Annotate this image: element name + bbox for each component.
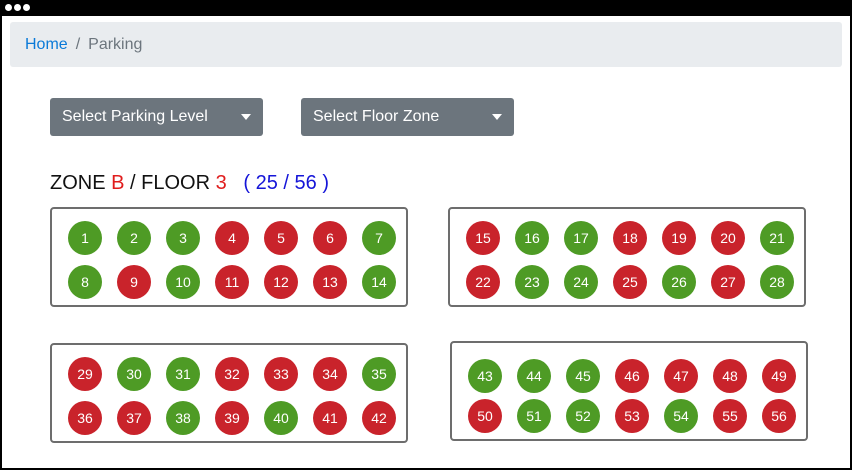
parking-spot-36[interactable]: 36 — [68, 401, 102, 435]
parking-spot-31[interactable]: 31 — [166, 357, 200, 391]
parking-spot-49[interactable]: 49 — [762, 359, 796, 393]
chevron-down-icon — [241, 114, 251, 120]
zone-value: B — [111, 172, 125, 194]
window-control-dot-icon[interactable] — [5, 4, 12, 11]
parking-spot-32[interactable]: 32 — [215, 357, 249, 391]
parking-spot-27[interactable]: 27 — [711, 265, 745, 299]
zone-floor-heading: ZONE B / FLOOR 3 ( 25 / 56 ) — [50, 172, 329, 195]
parking-spot-48[interactable]: 48 — [713, 359, 747, 393]
parking-spot-6[interactable]: 6 — [313, 221, 347, 255]
parking-lot-box: 29 30 31 32 33 34 35 36 37 38 39 40 41 42 — [50, 343, 408, 443]
window-control-dot-icon[interactable] — [14, 4, 21, 11]
parking-spot-9[interactable]: 9 — [117, 265, 151, 299]
parking-spot-17[interactable]: 17 — [564, 221, 598, 255]
floor-zone-dropdown[interactable]: Select Floor Zone — [301, 98, 514, 136]
parking-spot-5[interactable]: 5 — [264, 221, 298, 255]
parking-spot-3[interactable]: 3 — [166, 221, 200, 255]
parking-lot-box: 15 16 17 18 19 20 21 22 23 24 25 26 27 28 — [448, 207, 806, 307]
parking-spot-42[interactable]: 42 — [362, 401, 396, 435]
parking-spot-15[interactable]: 15 — [466, 221, 500, 255]
parking-spot-54[interactable]: 54 — [664, 399, 698, 433]
breadcrumb-home-link[interactable]: Home — [25, 35, 68, 53]
parking-spot-11[interactable]: 11 — [215, 265, 249, 299]
parking-lot-box: 43 44 45 46 47 48 49 50 51 52 53 54 55 56 — [450, 341, 808, 441]
parking-spot-14[interactable]: 14 — [362, 265, 396, 299]
parking-spot-7[interactable]: 7 — [362, 221, 396, 255]
parking-spot-52[interactable]: 52 — [566, 399, 600, 433]
parking-spot-34[interactable]: 34 — [313, 357, 347, 391]
parking-spot-24[interactable]: 24 — [564, 265, 598, 299]
availability-count: ( 25 / 56 ) — [243, 172, 329, 194]
breadcrumb: Home / Parking — [10, 22, 842, 67]
parking-spot-18[interactable]: 18 — [613, 221, 647, 255]
parking-spot-35[interactable]: 35 — [362, 357, 396, 391]
parking-spot-1[interactable]: 1 — [68, 221, 102, 255]
parking-spot-10[interactable]: 10 — [166, 265, 200, 299]
parking-spot-44[interactable]: 44 — [517, 359, 551, 393]
window-titlebar — [0, 0, 852, 16]
parking-spot-51[interactable]: 51 — [517, 399, 551, 433]
parking-spot-45[interactable]: 45 — [566, 359, 600, 393]
window-control-dot-icon[interactable] — [23, 4, 30, 11]
parking-spot-38[interactable]: 38 — [166, 401, 200, 435]
parking-spot-29[interactable]: 29 — [68, 357, 102, 391]
parking-spot-8[interactable]: 8 — [68, 265, 102, 299]
parking-spot-16[interactable]: 16 — [515, 221, 549, 255]
parking-spot-25[interactable]: 25 — [613, 265, 647, 299]
floor-zone-dropdown-label: Select Floor Zone — [313, 108, 440, 125]
floor-value: 3 — [215, 172, 227, 194]
parking-spot-21[interactable]: 21 — [760, 221, 794, 255]
parking-spot-30[interactable]: 30 — [117, 357, 151, 391]
parking-spot-56[interactable]: 56 — [762, 399, 796, 433]
breadcrumb-current: Parking — [88, 35, 143, 53]
parking-spot-22[interactable]: 22 — [466, 265, 500, 299]
parking-spot-50[interactable]: 50 — [468, 399, 502, 433]
parking-spot-12[interactable]: 12 — [264, 265, 298, 299]
floor-word: / FLOOR — [124, 172, 216, 194]
parking-spot-26[interactable]: 26 — [662, 265, 696, 299]
parking-spot-33[interactable]: 33 — [264, 357, 298, 391]
page-content: Home / Parking Select Parking Level Sele… — [2, 16, 850, 468]
parking-spot-43[interactable]: 43 — [468, 359, 502, 393]
parking-spot-20[interactable]: 20 — [711, 221, 745, 255]
zone-word: ZONE — [50, 172, 112, 194]
parking-spot-4[interactable]: 4 — [215, 221, 249, 255]
parking-spot-37[interactable]: 37 — [117, 401, 151, 435]
chevron-down-icon — [492, 114, 502, 120]
parking-spot-47[interactable]: 47 — [664, 359, 698, 393]
parking-level-dropdown-label: Select Parking Level — [62, 108, 208, 125]
parking-lot-box: 1 2 3 4 5 6 7 8 9 10 11 12 13 14 — [50, 207, 408, 307]
parking-spot-19[interactable]: 19 — [662, 221, 696, 255]
parking-spot-13[interactable]: 13 — [313, 265, 347, 299]
parking-spot-53[interactable]: 53 — [615, 399, 649, 433]
parking-spot-2[interactable]: 2 — [117, 221, 151, 255]
parking-spot-39[interactable]: 39 — [215, 401, 249, 435]
parking-level-dropdown[interactable]: Select Parking Level — [50, 98, 263, 136]
parking-spot-41[interactable]: 41 — [313, 401, 347, 435]
parking-spot-23[interactable]: 23 — [515, 265, 549, 299]
parking-spot-28[interactable]: 28 — [760, 265, 794, 299]
parking-spot-55[interactable]: 55 — [713, 399, 747, 433]
parking-spot-46[interactable]: 46 — [615, 359, 649, 393]
breadcrumb-separator: / — [75, 35, 81, 53]
parking-spot-40[interactable]: 40 — [264, 401, 298, 435]
